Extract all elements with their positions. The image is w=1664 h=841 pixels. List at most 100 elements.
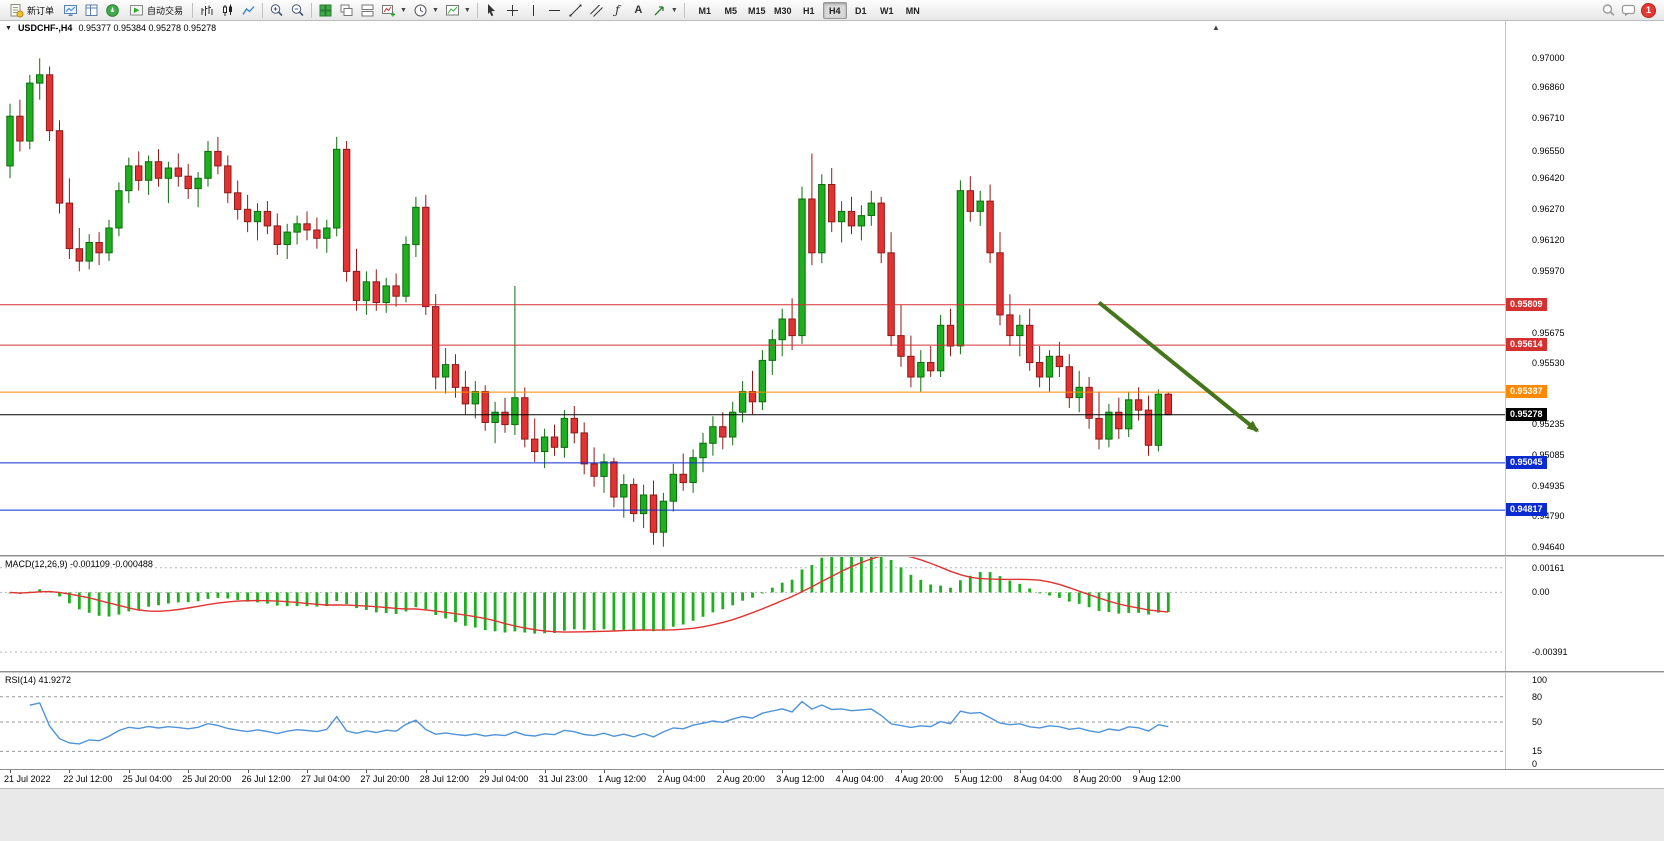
macd-signal-line: [9, 557, 1169, 633]
macd-histogram-bar: [483, 592, 487, 631]
shapes-tool-button[interactable]: ▼: [649, 1, 681, 20]
macd-histogram-bar: [949, 587, 952, 593]
macd-histogram-bar: [77, 592, 81, 610]
fibonacci-tool-button[interactable]: ƒ: [607, 1, 628, 20]
time-axis-label: 21 Jul 2022: [4, 774, 51, 784]
templates-button[interactable]: ▼: [442, 1, 474, 20]
horizontal-line-tool-button[interactable]: [544, 1, 565, 20]
trendline-tool-button[interactable]: [565, 1, 586, 20]
autotrading-button[interactable]: 自动交易: [123, 1, 189, 20]
crosshair-icon: [506, 4, 518, 16]
level-price-tag: 0.94817: [1506, 503, 1547, 517]
text-tool-button[interactable]: A: [628, 1, 649, 20]
channel-tool-button[interactable]: [586, 1, 607, 20]
candlestick-chart-button[interactable]: [217, 1, 238, 20]
price-axis[interactable]: 0.97000 0.96860 0.96710 0.96550 0.96420 0.962…: [1506, 21, 1664, 787]
axis-tick-label: 15: [1532, 746, 1543, 757]
zoom-in-icon: [270, 3, 283, 16]
macd-histogram-bar: [1097, 592, 1101, 611]
time-axis[interactable]: 21 Jul 2022 22 Jul 12:00 25 Jul 04:00 25 Ju…: [0, 769, 1664, 787]
timeframe-button-w1[interactable]: W1: [880, 5, 894, 16]
navigator-button[interactable]: [102, 1, 123, 20]
time-axis-label: 1 Aug 12:00: [598, 774, 647, 784]
axis-tick-label: 0.94935: [1532, 480, 1565, 491]
macd-histogram-bar: [335, 592, 339, 601]
line-chart-button[interactable]: [238, 1, 259, 20]
cascade-windows-button[interactable]: [336, 1, 357, 20]
time-axis-label: 27 Jul 04:00: [301, 774, 351, 784]
crosshair-tool-button[interactable]: [502, 1, 523, 20]
time-tick-mark: [425, 770, 427, 773]
current-price-tag: 0.95278: [1506, 407, 1547, 421]
macd-histogram-bar: [107, 592, 111, 617]
trend-arrow-annotation[interactable]: [1097, 300, 1259, 433]
time-axis-label: 8 Aug 20:00: [1073, 774, 1122, 784]
main-chart-panel[interactable]: ▼ USDCHF-,H4 0.95377 0.95384 0.95278 0.9…: [0, 21, 1664, 555]
cursor-tool-button[interactable]: [481, 1, 502, 20]
symbol-dropdown-icon[interactable]: ▼: [5, 24, 12, 32]
period-button[interactable]: ▼: [410, 1, 442, 20]
macd-histogram-bar: [157, 592, 160, 606]
time-axis-label: 27 Jul 20:00: [360, 774, 410, 784]
chart-ohlc-values: 0.95377 0.95384 0.95278 0.95278: [78, 23, 217, 33]
macd-histogram-bar: [642, 592, 645, 631]
macd-panel[interactable]: MACD(12,26,9) -0.001109 -0.000488: [0, 557, 1664, 671]
timeframe-button-m5[interactable]: M5: [724, 5, 738, 16]
time-axis-label: 31 Jul 23:00: [538, 774, 588, 784]
panel-separator[interactable]: [0, 671, 1664, 673]
rsi-line: [29, 700, 1169, 745]
profiles-button[interactable]: [60, 1, 81, 20]
timeframe-button-h1[interactable]: H1: [803, 5, 815, 16]
macd-histogram-bar: [285, 592, 289, 607]
macd-histogram-bar: [1018, 583, 1022, 593]
navigator-icon: [106, 3, 119, 17]
zoom-in-button[interactable]: [266, 1, 287, 20]
timeframe-button-mn[interactable]: MN: [905, 5, 920, 16]
macd-histogram-bar: [563, 592, 566, 631]
timeframe-button-m1[interactable]: M1: [698, 5, 712, 16]
arrow-shape-icon: [654, 5, 664, 15]
data-window-button[interactable]: [81, 1, 102, 20]
chart-canvas[interactable]: [0, 21, 1505, 555]
timeframe-button-m15[interactable]: M15: [748, 5, 766, 16]
tile-horizontal-icon: [361, 4, 374, 16]
new-order-button[interactable]: 新订单: [3, 1, 60, 20]
toolbar-right: 1: [1601, 2, 1661, 18]
tile-windows-button[interactable]: [315, 1, 336, 20]
candlestick-icon: [223, 4, 233, 16]
timeframe-button-h4[interactable]: H4: [822, 1, 847, 19]
macd-histogram-bar: [464, 592, 467, 626]
axis-tick-label: 0.96710: [1532, 113, 1565, 124]
notification-badge[interactable]: 1: [1641, 2, 1656, 18]
macd-histogram-bar: [1107, 592, 1111, 612]
zoom-out-button[interactable]: [287, 1, 308, 20]
macd-histogram-bar: [315, 592, 319, 607]
time-axis-label: 29 Jul 04:00: [479, 774, 529, 784]
dropdown-caret-icon: ▼: [400, 6, 407, 14]
search-icon[interactable]: [1601, 3, 1616, 18]
axis-tick-label: 0.95675: [1532, 327, 1565, 338]
tile-horizontal-button[interactable]: [357, 1, 378, 20]
bar-chart-button[interactable]: [196, 1, 217, 20]
time-axis-label: 25 Jul 20:00: [182, 774, 232, 784]
time-axis-label: 2 Aug 04:00: [657, 774, 706, 784]
macd-histogram-bar: [365, 592, 368, 610]
macd-histogram-bar: [1058, 592, 1061, 598]
time-tick-mark: [663, 770, 665, 773]
macd-histogram-bar: [553, 592, 556, 633]
timeframe-button-d1[interactable]: D1: [855, 5, 867, 16]
time-axis-label: 4 Aug 04:00: [835, 774, 884, 784]
trendline-icon: [569, 4, 582, 16]
chat-icon[interactable]: [1621, 3, 1636, 18]
vertical-line-tool-button[interactable]: [523, 1, 544, 20]
chart-window: ▼ USDCHF-,H4 0.95377 0.95384 0.95278 0.9…: [0, 21, 1664, 841]
new-chart-button[interactable]: ▼: [378, 1, 410, 20]
panel-separator[interactable]: [0, 555, 1664, 557]
time-tick-mark: [128, 770, 130, 773]
macd-histogram-bar: [582, 592, 586, 630]
rsi-panel[interactable]: RSI(14) 41.9272: [0, 673, 1664, 769]
timeframe-button-m30[interactable]: M30: [774, 5, 792, 16]
macd-histogram-bar: [800, 569, 804, 593]
macd-histogram-bar: [1147, 592, 1150, 615]
macd-histogram-bar: [988, 572, 992, 593]
